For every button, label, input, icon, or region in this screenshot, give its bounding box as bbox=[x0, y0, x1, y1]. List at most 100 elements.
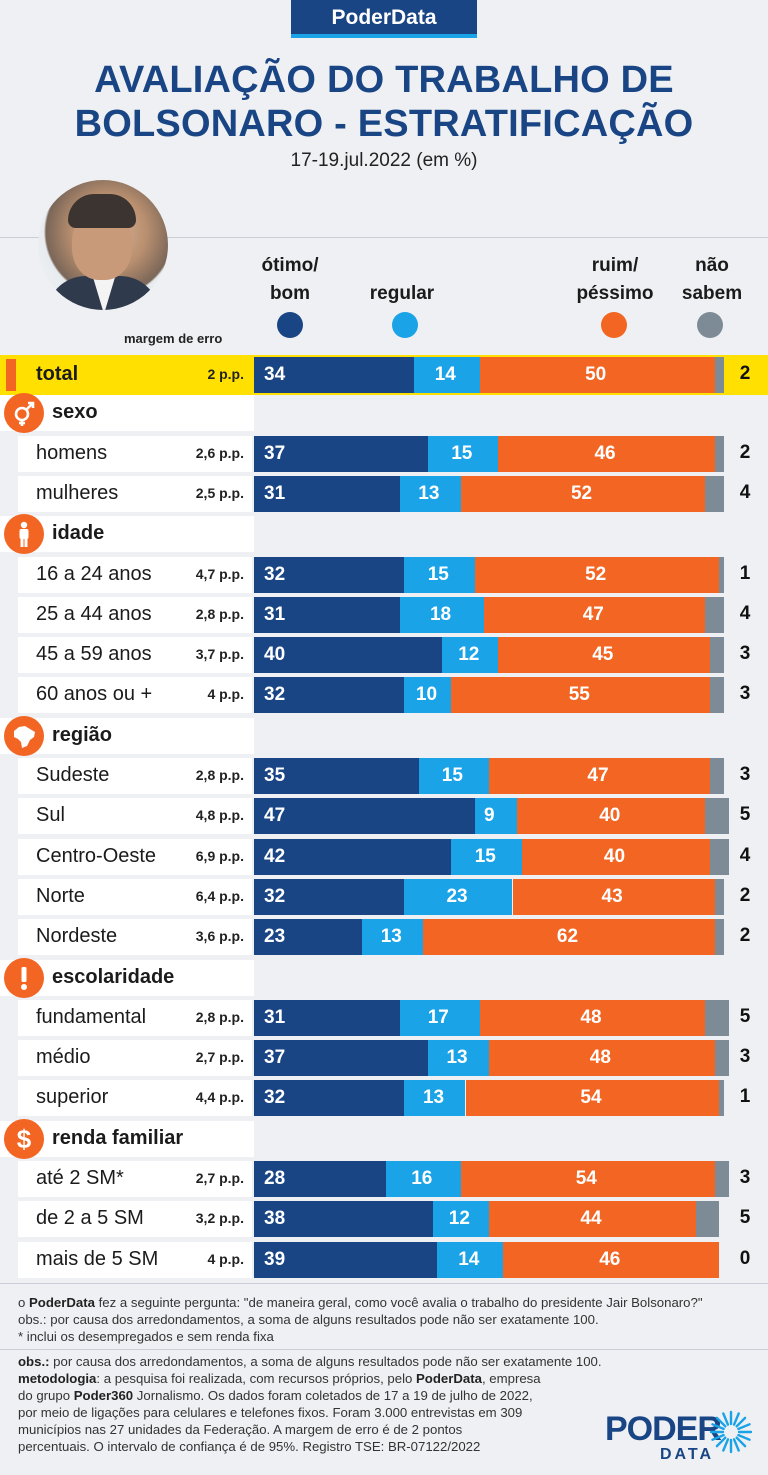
data-label: 37 bbox=[264, 442, 286, 464]
bar-segment-regular: 17 bbox=[399, 999, 480, 1036]
bar-segment-otimo-bom: 31 bbox=[254, 596, 400, 633]
data-label: 39 bbox=[264, 1248, 286, 1270]
data-label: 52 bbox=[570, 482, 593, 504]
bar-segment-nao-sabem bbox=[714, 1040, 729, 1077]
bar-segment-ruim-pessimo: 40 bbox=[517, 798, 706, 835]
nao-sabem-value: 3 bbox=[739, 683, 751, 705]
bar-segment-ruim-pessimo: 62 bbox=[423, 919, 715, 956]
nao-sabem-value: 4 bbox=[739, 844, 751, 866]
burst-ray bbox=[737, 1423, 751, 1431]
bar-segment-ruim-pessimo: 43 bbox=[512, 878, 715, 915]
bar-segment-regular: 13 bbox=[404, 1080, 466, 1117]
bar-segment-nao-sabem bbox=[705, 475, 724, 512]
bar-segment-ruim-pessimo: 46 bbox=[498, 435, 715, 472]
data-label: 46 bbox=[594, 442, 616, 464]
divider bbox=[0, 1349, 768, 1350]
stacked-bar: 34 14 50 bbox=[254, 357, 724, 393]
margin-of-error: 2,8 p.p. bbox=[195, 605, 244, 622]
footer-note: * inclui os desempregados e sem renda fi… bbox=[18, 1329, 274, 1344]
nao-sabem-value: 1 bbox=[739, 1086, 751, 1108]
data-label: 28 bbox=[264, 1168, 286, 1189]
data-label: 15 bbox=[427, 563, 449, 585]
subtitle: 17-19.jul.2022 (em %) bbox=[290, 150, 478, 171]
margin-of-error: 2,8 p.p. bbox=[195, 1008, 244, 1025]
stacked-bar: 37 13 48 bbox=[254, 1040, 729, 1077]
bar-segment-otimo-bom: 31 bbox=[254, 999, 400, 1036]
section-header-sexo: sexo bbox=[0, 393, 768, 434]
bar-segment-ruim-pessimo: 47 bbox=[484, 596, 706, 633]
footer-methodology-3: por meio de ligações para celulares e te… bbox=[18, 1405, 523, 1420]
margin-of-error: 2,6 p.p. bbox=[195, 444, 244, 461]
table-row: fundamental 2,8 p.p. 31 17 48 5 bbox=[0, 999, 768, 1036]
table-row: de 2 a 5 SM 3,2 p.p. 38 12 44 5 bbox=[0, 1201, 768, 1238]
burst-ray bbox=[711, 1423, 725, 1431]
section-header-escolaridade: escolaridade bbox=[0, 957, 768, 998]
data-label: 23 bbox=[264, 926, 286, 948]
table-row: Norte 6,4 p.p. 32 23 43 2 bbox=[0, 878, 768, 915]
data-label: 32 bbox=[264, 684, 286, 706]
nao-sabem-value: 5 bbox=[739, 1005, 751, 1027]
section-title: escolaridade bbox=[52, 965, 175, 988]
bar-segment-regular: 16 bbox=[385, 1161, 461, 1197]
data-label: 15 bbox=[474, 845, 496, 867]
nao-sabem-value: 2 bbox=[739, 884, 751, 906]
row-label: 60 anos ou + bbox=[36, 683, 153, 706]
burst-ray bbox=[732, 1438, 740, 1452]
margin-of-error: 4,7 p.p. bbox=[195, 565, 244, 582]
row-label: superior bbox=[36, 1086, 109, 1109]
bar-segment-nao-sabem bbox=[695, 1201, 720, 1238]
margem-de-erro-header: margem de erro bbox=[124, 331, 223, 346]
data-label: 38 bbox=[264, 1208, 286, 1230]
stacked-bar: 32 13 54 bbox=[254, 1080, 724, 1117]
bar-segment-ruim-pessimo: 46 bbox=[503, 1241, 720, 1278]
nao-sabem-value: 0 bbox=[739, 1247, 751, 1269]
data-label: 40 bbox=[264, 644, 286, 666]
row-label: total bbox=[36, 363, 79, 385]
burst-ray bbox=[732, 1412, 740, 1426]
nao-sabem-value: 4 bbox=[739, 481, 751, 503]
table-row: homens 2,6 p.p. 37 15 46 2 bbox=[0, 435, 768, 472]
brand-tag: PoderData bbox=[291, 0, 477, 38]
data-label: 48 bbox=[589, 1047, 611, 1069]
legend-regular-dot bbox=[392, 312, 418, 338]
person-icon bbox=[4, 514, 44, 555]
dollar-icon: $ bbox=[4, 1118, 44, 1159]
row-label: mulheres bbox=[36, 481, 119, 504]
nao-sabem-value: 2 bbox=[739, 441, 751, 463]
row-label: Centro-Oeste bbox=[36, 844, 157, 867]
bar-segment-nao-sabem bbox=[705, 999, 729, 1036]
poderdata-logo: PODER DATA bbox=[605, 1410, 755, 1463]
table-row: 60 anos ou + 4 p.p. 32 10 55 3 bbox=[0, 677, 768, 714]
data-label: 31 bbox=[264, 482, 286, 504]
data-label: 32 bbox=[264, 885, 286, 907]
bar-segment-nao-sabem bbox=[705, 798, 729, 835]
bar-segment-otimo-bom: 37 bbox=[254, 435, 428, 472]
data-label: 31 bbox=[264, 603, 286, 625]
bar-segment-otimo-bom: 34 bbox=[254, 357, 414, 393]
stacked-bar: 28 16 54 bbox=[254, 1161, 729, 1197]
bar-segment-nao-sabem bbox=[709, 838, 729, 875]
footer-obs-2: obs.: por causa dos arredondamentos, a s… bbox=[18, 1354, 602, 1369]
table-row: superior 4,4 p.p. 32 13 54 1 bbox=[0, 1080, 768, 1117]
bar-segment-otimo-bom: 32 bbox=[254, 878, 405, 915]
data-label: 17 bbox=[427, 1006, 449, 1028]
data-label: 13 bbox=[422, 1087, 445, 1109]
table-row: Sudeste 2,8 p.p. 35 15 47 3 bbox=[0, 758, 768, 794]
bar-segment-nao-sabem bbox=[714, 435, 724, 472]
bar-segment-ruim-pessimo: 45 bbox=[498, 637, 710, 674]
stacked-bar: 35 15 47 bbox=[254, 758, 724, 794]
bar-segment-nao-sabem bbox=[709, 677, 724, 714]
data-label: 47 bbox=[587, 765, 609, 786]
bar-segment-regular: 15 bbox=[404, 556, 475, 593]
bar-segment-regular: 18 bbox=[399, 596, 485, 633]
margin-of-error: 2,7 p.p. bbox=[195, 1170, 244, 1186]
stacked-bar: 32 15 52 bbox=[254, 556, 724, 593]
burst-ray bbox=[737, 1433, 751, 1441]
bar-segment-otimo-bom: 23 bbox=[254, 919, 363, 956]
data-label: 23 bbox=[446, 885, 468, 907]
bar-segment-regular: 13 bbox=[362, 919, 424, 956]
burst-ray bbox=[735, 1416, 747, 1428]
data-label: 46 bbox=[599, 1248, 621, 1270]
title-line-1: AVALIAÇÃO DO TRABALHO DE bbox=[94, 59, 674, 101]
bar-segment-otimo-bom: 35 bbox=[254, 758, 419, 794]
